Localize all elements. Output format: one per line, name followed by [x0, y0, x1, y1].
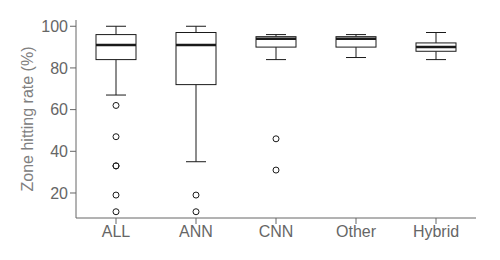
- svg-text:ANN: ANN: [179, 223, 213, 240]
- svg-text:ALL: ALL: [102, 223, 131, 240]
- svg-text:Zone hitting rate (%): Zone hitting rate (%): [19, 47, 36, 192]
- svg-text:Hybrid: Hybrid: [413, 223, 459, 240]
- svg-text:40: 40: [50, 143, 68, 160]
- svg-text:80: 80: [50, 60, 68, 77]
- svg-text:60: 60: [50, 101, 68, 118]
- svg-text:100: 100: [41, 18, 68, 35]
- svg-text:CNN: CNN: [259, 223, 294, 240]
- svg-text:20: 20: [50, 185, 68, 202]
- svg-text:Other: Other: [336, 223, 377, 240]
